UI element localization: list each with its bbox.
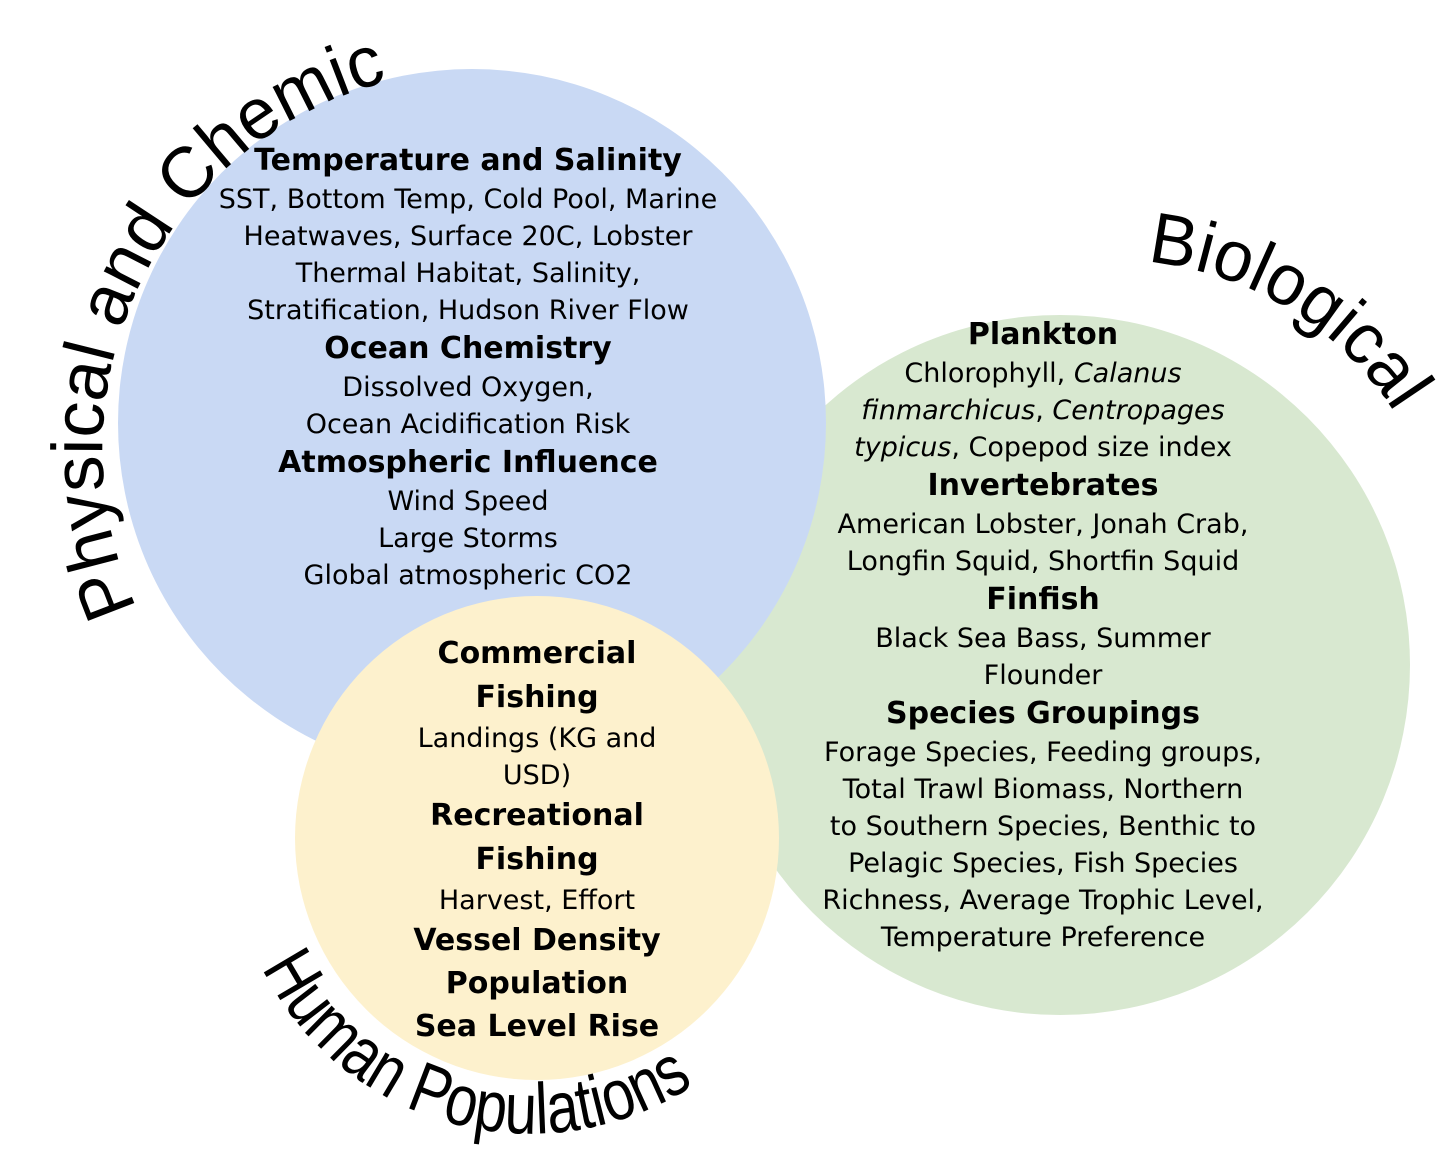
groups-line: Forage Species, Feeding groups, <box>824 737 1262 768</box>
plankton-line: Chlorophyll, Calanus <box>904 358 1182 389</box>
recreational-fishing-heading: Fishing <box>475 842 599 877</box>
commercial-line: Landings (KG and <box>417 723 657 754</box>
chem-line: Dissolved Oxygen, <box>342 372 594 403</box>
plankton-heading: Plankton <box>967 317 1119 352</box>
plankton-line: typicus, Copepod size index <box>854 432 1232 463</box>
temp-line: SST, Bottom Temp, Cold Pool, Marine <box>218 184 718 215</box>
temperature-salinity-heading: Temperature and Salinity <box>254 143 682 178</box>
groups-line: to Southern Species, Benthic to <box>829 811 1257 842</box>
groups-line: Total Trawl Biomass, Northern <box>842 774 1244 805</box>
ocean-chemistry-heading: Ocean Chemistry <box>324 331 612 366</box>
vessel-density-heading: Vessel Density <box>413 923 661 958</box>
finfish-line: Black Sea Bass, Summer <box>875 623 1211 654</box>
physical-text-block: Temperature and Salinity SST, Bottom Tem… <box>168 141 768 594</box>
temp-line: Stratification, Hudson River Flow <box>247 295 689 326</box>
finfish-heading: Finfish <box>986 582 1100 617</box>
plankton-line: finmarchicus, Centropages <box>861 395 1225 426</box>
population-heading: Population <box>445 966 629 1001</box>
atmo-line: Large Storms <box>378 523 558 554</box>
human-circle <box>295 596 779 1080</box>
invert-line: American Lobster, Jonah Crab, <box>837 509 1249 540</box>
temp-line: Heatwaves, Surface 20C, Lobster <box>243 221 693 252</box>
finfish-line: Flounder <box>983 660 1103 691</box>
physical-circle <box>118 69 826 777</box>
groups-line: Richness, Average Trophic Level, <box>822 885 1264 916</box>
atmospheric-influence-heading: Atmospheric Influence <box>278 445 658 480</box>
biological-text-block: Plankton Chlorophyll, Calanus finmarchic… <box>783 315 1303 956</box>
biological-circle <box>710 315 1410 1015</box>
atmo-line: Wind Speed <box>387 486 549 517</box>
atmo-line: Global atmospheric CO2 <box>303 560 633 591</box>
groups-line: Pelagic Species, Fish Species <box>848 848 1238 879</box>
groups-line: Temperature Preference <box>880 922 1206 953</box>
human-text-block: Commercial Fishing Landings (KG and USD)… <box>367 632 707 1048</box>
sea-level-rise-heading: Sea Level Rise <box>414 1009 660 1044</box>
commercial-line: USD) <box>502 760 572 791</box>
invertebrates-heading: Invertebrates <box>927 468 1159 503</box>
species-groupings-heading: Species Groupings <box>886 696 1200 731</box>
chem-line: Ocean Acidification Risk <box>305 409 631 440</box>
recreational-fishing-heading: Recreational <box>430 798 644 833</box>
invert-line: Longfin Squid, Shortfin Squid <box>846 546 1240 577</box>
temp-line: Thermal Habitat, Salinity, <box>295 258 641 289</box>
commercial-fishing-heading: Fishing <box>475 680 599 715</box>
commercial-fishing-heading: Commercial <box>437 636 637 671</box>
recreational-line: Harvest, Effort <box>438 885 636 916</box>
